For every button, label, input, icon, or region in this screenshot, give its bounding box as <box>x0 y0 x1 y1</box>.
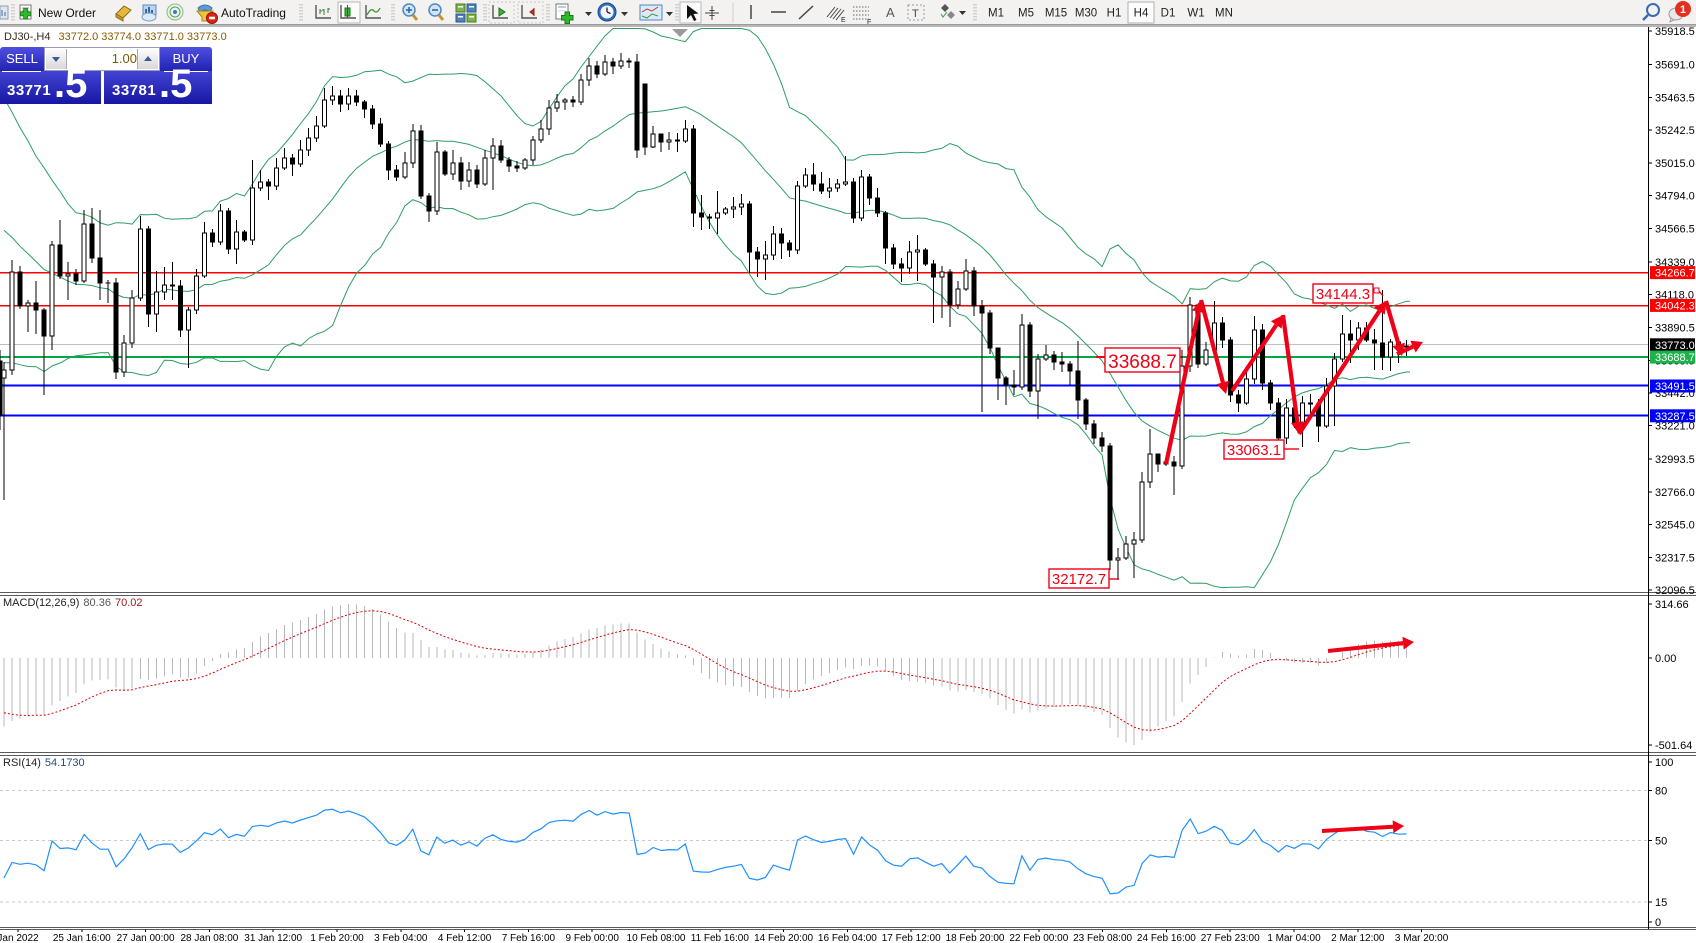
svg-text:32172.7: 32172.7 <box>1052 571 1106 588</box>
svg-text:-501.64: -501.64 <box>1655 740 1692 752</box>
svg-text:80: 80 <box>1655 786 1667 798</box>
svg-text:34566.5: 34566.5 <box>1655 224 1695 236</box>
svg-text:314.66: 314.66 <box>1655 599 1689 611</box>
svg-text:34144.3: 34144.3 <box>1316 286 1370 303</box>
svg-text:34339.0: 34339.0 <box>1655 257 1695 269</box>
svg-text:M1: M1 <box>988 8 1004 20</box>
svg-text:33063.1: 33063.1 <box>1227 442 1281 459</box>
svg-text:D1: D1 <box>1161 8 1176 20</box>
svg-text:3 Mar 20:00: 3 Mar 20:00 <box>1395 933 1449 943</box>
svg-text:RSI(14)54.1730: RSI(14) 54.1730 <box>3 757 85 769</box>
svg-text:33688.7: 33688.7 <box>1108 352 1177 373</box>
svg-text:31 Jan 12:00: 31 Jan 12:00 <box>244 933 302 943</box>
svg-text:34042.3: 34042.3 <box>1655 300 1695 312</box>
svg-text:H4: H4 <box>1134 8 1149 20</box>
svg-text:32993.5: 32993.5 <box>1655 454 1695 466</box>
svg-text:33491.5: 33491.5 <box>1655 381 1695 393</box>
svg-text:1 Mar 04:00: 1 Mar 04:00 <box>1267 933 1321 943</box>
svg-text:T: T <box>912 8 919 20</box>
svg-text:32096.5: 32096.5 <box>1655 585 1695 597</box>
svg-text:0.00: 0.00 <box>1655 653 1676 665</box>
svg-text:35015.0: 35015.0 <box>1655 158 1695 170</box>
svg-text:17 Feb 12:00: 17 Feb 12:00 <box>882 933 941 943</box>
svg-text:23 Feb 08:00: 23 Feb 08:00 <box>1073 933 1132 943</box>
svg-text:New Order: New Order <box>38 6 96 20</box>
svg-text:AutoTrading: AutoTrading <box>221 6 286 20</box>
svg-text:35242.5: 35242.5 <box>1655 125 1695 137</box>
svg-text:32545.0: 32545.0 <box>1655 519 1695 531</box>
svg-text:1 Feb 20:00: 1 Feb 20:00 <box>310 933 364 943</box>
svg-text:35918.5: 35918.5 <box>1655 26 1695 38</box>
svg-text:W1: W1 <box>1187 8 1204 20</box>
svg-text:34118.0: 34118.0 <box>1655 289 1694 301</box>
svg-text:M5: M5 <box>1018 8 1034 20</box>
svg-text:16 Feb 04:00: 16 Feb 04:00 <box>818 933 877 943</box>
svg-text:50: 50 <box>1655 836 1667 848</box>
svg-text:28 Jan 08:00: 28 Jan 08:00 <box>180 933 238 943</box>
svg-text:34266.7: 34266.7 <box>1655 268 1695 280</box>
svg-text:0: 0 <box>1655 917 1661 929</box>
svg-text:15: 15 <box>1655 897 1667 909</box>
svg-text:25 Jan 16:00: 25 Jan 16:00 <box>53 933 111 943</box>
svg-text:27 Feb 23:00: 27 Feb 23:00 <box>1201 933 1260 943</box>
svg-text:100: 100 <box>1655 757 1673 769</box>
svg-text:24 Feb 16:00: 24 Feb 16:00 <box>1137 933 1196 943</box>
svg-text:35691.0: 35691.0 <box>1655 59 1695 71</box>
svg-text:33221.0: 33221.0 <box>1655 421 1695 433</box>
svg-text:H1: H1 <box>1107 8 1122 20</box>
svg-text:E: E <box>841 17 846 24</box>
svg-text:34794.0: 34794.0 <box>1655 191 1695 203</box>
svg-text:2 Mar 12:00: 2 Mar 12:00 <box>1331 933 1385 943</box>
svg-text:F: F <box>867 19 871 26</box>
svg-text:32766.0: 32766.0 <box>1655 487 1695 499</box>
svg-text:7 Feb 16:00: 7 Feb 16:00 <box>502 933 556 943</box>
svg-text:MN: MN <box>1215 8 1233 20</box>
svg-text:Jan 2022: Jan 2022 <box>0 933 39 943</box>
svg-text:9 Feb 00:00: 9 Feb 00:00 <box>566 933 620 943</box>
svg-text:A: A <box>886 5 895 20</box>
svg-text:10 Feb 08:00: 10 Feb 08:00 <box>627 933 686 943</box>
svg-text:22 Feb 00:00: 22 Feb 00:00 <box>1009 933 1068 943</box>
svg-text:33287.5: 33287.5 <box>1655 411 1695 423</box>
svg-text:18 Feb 20:00: 18 Feb 20:00 <box>946 933 1005 943</box>
svg-text:33890.5: 33890.5 <box>1655 323 1695 335</box>
svg-text:11 Feb 16:00: 11 Feb 16:00 <box>691 933 750 943</box>
svg-text:14 Feb 20:00: 14 Feb 20:00 <box>754 933 813 943</box>
svg-text:4 Feb 12:00: 4 Feb 12:00 <box>438 933 492 943</box>
svg-text:35463.5: 35463.5 <box>1655 93 1695 105</box>
svg-text:1: 1 <box>1680 4 1686 16</box>
svg-text:M30: M30 <box>1075 8 1097 20</box>
svg-text:3 Feb 04:00: 3 Feb 04:00 <box>374 933 428 943</box>
svg-text:27 Jan 00:00: 27 Jan 00:00 <box>117 933 175 943</box>
svg-text:M15: M15 <box>1045 8 1067 20</box>
svg-text:33773.0: 33773.0 <box>1655 340 1695 352</box>
svg-text:32317.5: 32317.5 <box>1655 553 1695 565</box>
svg-text:33688.7: 33688.7 <box>1655 352 1695 364</box>
